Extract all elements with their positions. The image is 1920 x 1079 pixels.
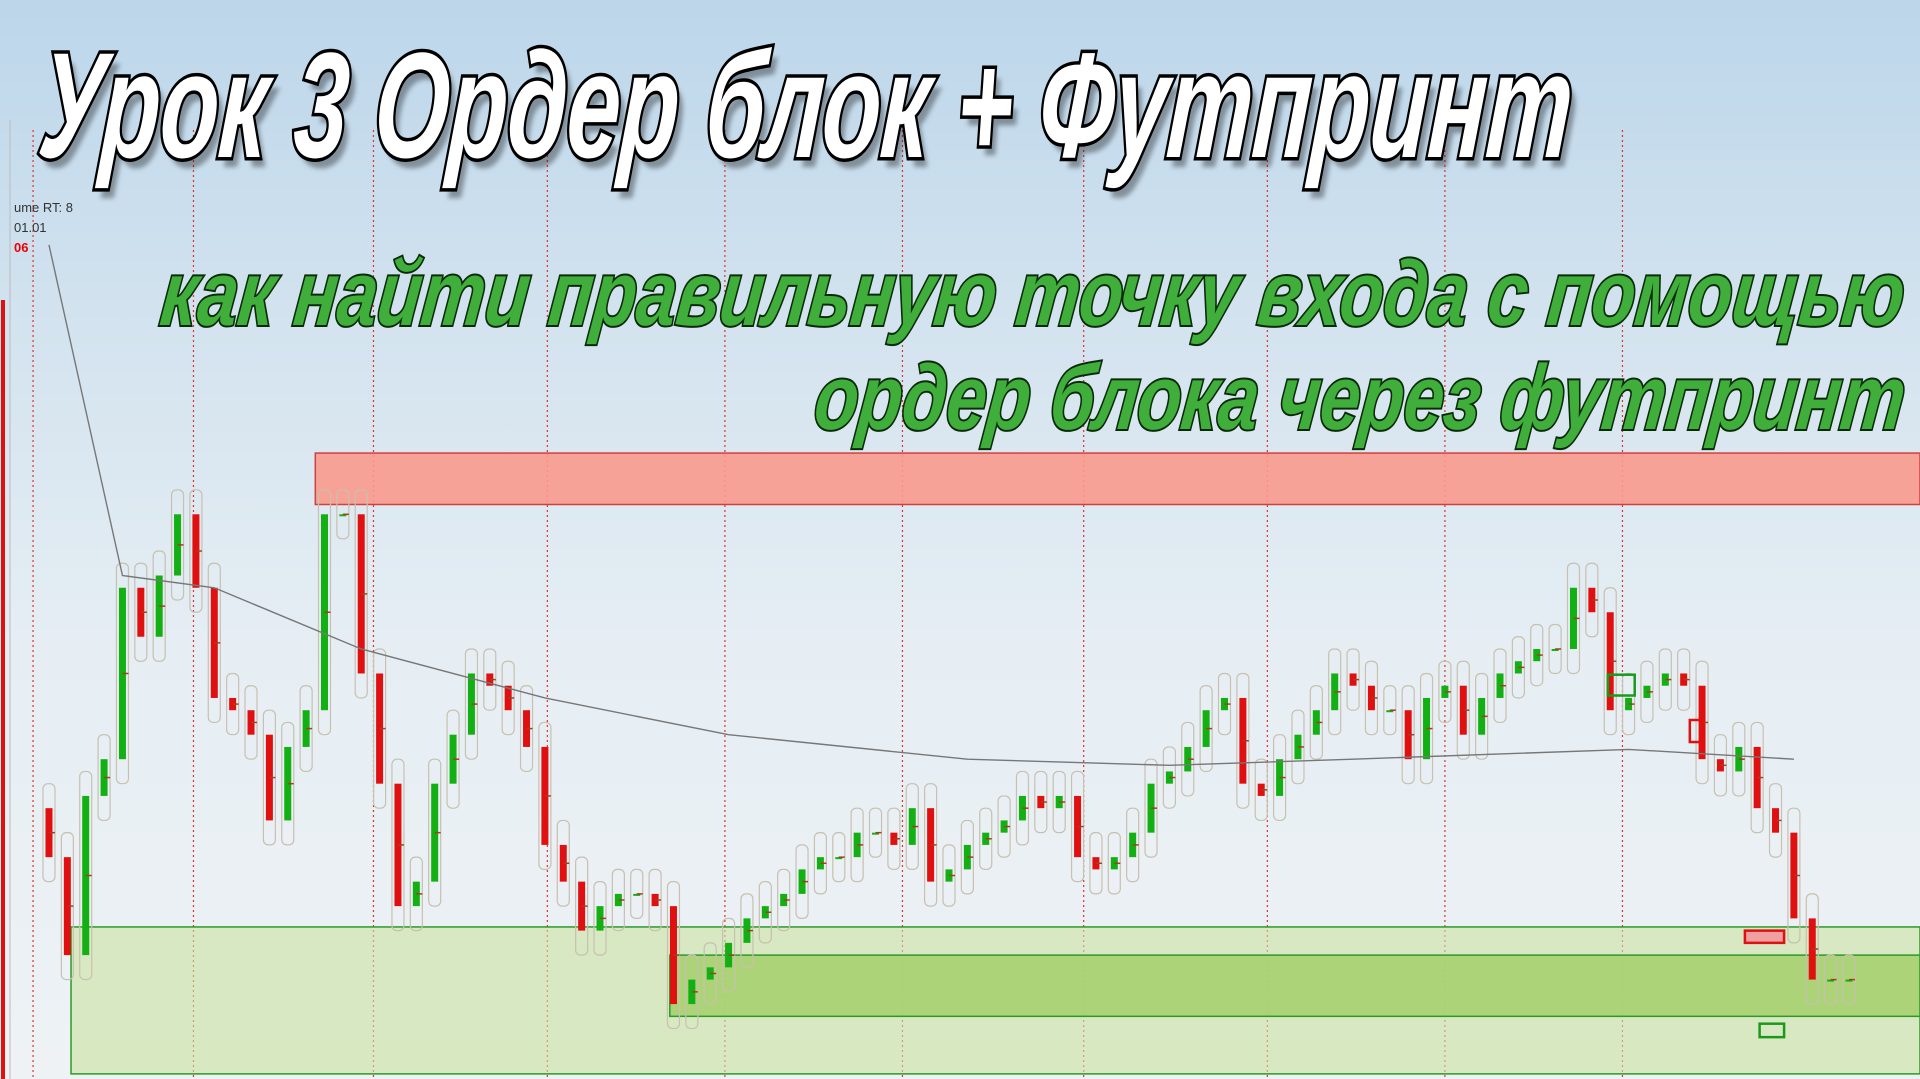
footprint-highlight-green — [1758, 1022, 1786, 1039]
footprint-highlight-green — [1606, 673, 1636, 697]
bull-candle — [339, 514, 347, 517]
moving-average-line — [48, 244, 1794, 767]
demand-inner-zone — [669, 954, 1920, 1018]
subtitle-line-1: как найти правильную точку входа с помощ… — [154, 241, 1912, 347]
bull-candle — [633, 893, 641, 896]
bull-candle — [1827, 979, 1835, 982]
bull-candle — [835, 857, 843, 860]
indicator-label: ume RT: 8 — [14, 200, 74, 215]
footprint-highlight-red — [1743, 929, 1786, 945]
time-label: 06 — [14, 240, 29, 255]
thumbnail-title: Урок 3 Ордер блок + Футпринт — [32, 18, 1582, 192]
footprint-highlight-red — [1688, 718, 1704, 744]
bull-candle — [1845, 979, 1853, 982]
bull-candle — [1551, 648, 1559, 651]
subtitle-line-2: ордер блока через футпринт — [808, 345, 1913, 451]
date-field[interactable]: 01.01 — [14, 220, 47, 235]
bull-candle — [872, 832, 880, 835]
supply-zone — [314, 452, 1920, 506]
footprint-outline — [244, 685, 258, 760]
bull-candle — [1386, 710, 1394, 713]
